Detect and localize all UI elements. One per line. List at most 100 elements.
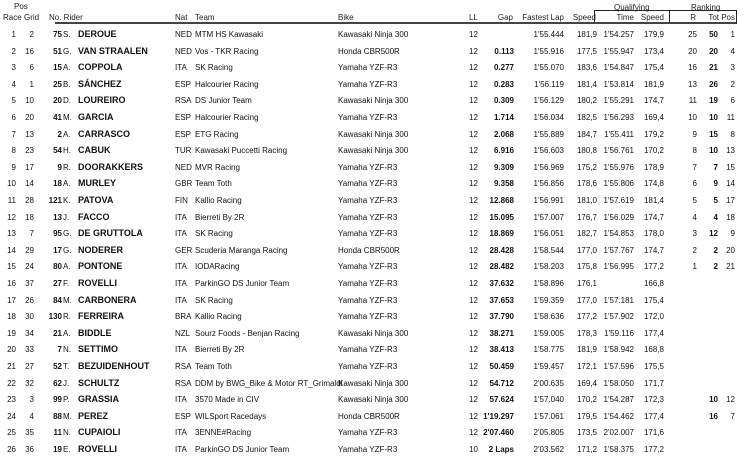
race-pos: 10 <box>7 179 16 189</box>
table-row: 17 26 84 M. CARBONERA ITA SK Racing Yamaha YZF-… <box>0 295 752 313</box>
rider-name: PEREZ <box>78 410 109 421</box>
table-row: 3 6 15 A. COPPOLA ITA SK Racing Yamaha YZF-R3 12… <box>0 62 752 80</box>
rider-initial: F. <box>63 279 70 288</box>
table-row: 18 30 130 R. FERREIRA BRA Kallio Racing Yamaha … <box>0 311 752 329</box>
team: ParkinGO DS Junior Team <box>195 279 290 288</box>
ranking-pos: 9 <box>730 229 735 239</box>
rider-name: CARBONERA <box>78 294 137 305</box>
header-pos: Pos <box>721 13 735 22</box>
rider-number: 75 <box>53 30 62 39</box>
grid-pos: 3 <box>29 395 34 405</box>
laps: 12 <box>469 129 478 139</box>
speed: 176,1 <box>576 279 597 288</box>
table-row: 14 29 17 G. NODERER GER Scuderia Maranga Racin… <box>0 245 752 263</box>
speed: 181,0 <box>576 196 597 205</box>
rider-name: GRASSIA <box>78 394 120 405</box>
rider-initial: A. <box>63 129 71 139</box>
team: MVR Racing <box>195 162 240 172</box>
laps: 12 <box>469 79 478 89</box>
rider-name: GARCIA <box>78 112 114 122</box>
qualifying-speed: 172,0 <box>643 312 664 322</box>
grid-pos: 27 <box>25 362 34 371</box>
nationality: ITA <box>175 345 187 355</box>
rider-initial: A. <box>63 63 71 73</box>
table-row: 5 10 20 D. LOUREIRO RSA DS Junior Team Kawasaki… <box>0 95 752 113</box>
nationality: RSA <box>175 378 192 388</box>
rider-initial: S. <box>63 30 71 39</box>
race-pos: 9 <box>11 162 16 172</box>
gap: 54.712 <box>489 378 514 388</box>
table-row: 1 2 75 S. DEROUE NED MTM HS Kawasaki Kawasaki N… <box>0 29 752 47</box>
laps: 12 <box>469 229 478 239</box>
header-fastest-lap: Fastest Lap <box>522 13 564 22</box>
qualifying-speed: 174,7 <box>643 212 664 222</box>
rider-initial: M. <box>63 113 72 122</box>
nationality: ITA <box>175 445 187 454</box>
fastest-lap: 1'57.040 <box>533 395 564 405</box>
gap: 6.916 <box>493 146 514 156</box>
qualifying-time: 1'55.291 <box>603 96 634 106</box>
gap: 0.283 <box>493 79 514 89</box>
rider-name: CABUK <box>78 145 111 156</box>
rider-initial: M. <box>63 295 72 305</box>
grid-pos: 4 <box>29 411 34 421</box>
rider-initial: J. <box>63 212 70 222</box>
speed: 169,4 <box>576 378 597 388</box>
race-pos: 21 <box>7 362 16 371</box>
qualifying-time: 1'54.847 <box>603 63 634 73</box>
ranking-pos: 13 <box>726 146 735 156</box>
gap: 12.868 <box>489 196 514 205</box>
rider-number: 27 <box>53 279 62 288</box>
fastest-lap: 1'55.889 <box>533 129 564 139</box>
header-gap: Gap <box>497 13 513 22</box>
qualifying-time: 1'55.806 <box>603 179 634 189</box>
bike: Yamaha YZF-R3 <box>338 113 398 122</box>
gap: 2 Laps <box>488 445 514 454</box>
race-pos: 11 <box>7 196 16 205</box>
gap: 37.632 <box>489 279 514 288</box>
nationality: BRA <box>175 312 192 322</box>
nationality: GBR <box>175 179 193 189</box>
race-pos: 15 <box>7 262 16 272</box>
team: Team Toth <box>195 362 232 371</box>
ranking-points: 10 <box>688 113 697 122</box>
grid-pos: 10 <box>25 96 34 106</box>
grid-pos: 34 <box>25 328 34 338</box>
bike: Kawasaki Ninja 300 <box>338 30 409 39</box>
ranking-total: 16 <box>709 411 718 421</box>
speed: 183,6 <box>576 63 597 73</box>
table-row: 16 37 27 F. ROVELLI ITA ParkinGO DS Junior Tea… <box>0 278 752 296</box>
rider-number: 21 <box>53 328 62 338</box>
ranking-points: 1 <box>692 262 697 272</box>
grid-pos: 7 <box>29 229 34 239</box>
ranking-total: 2 <box>713 262 718 272</box>
table-row: 19 34 21 A. BIDDLE NZL Sourz Foods - Benjan Ra… <box>0 328 752 346</box>
rider-name: NODERER <box>78 244 124 255</box>
fastest-lap: 2'03.562 <box>533 445 564 454</box>
bike: Yamaha YZF-R3 <box>338 196 398 205</box>
bike: Yamaha YZF-R3 <box>338 262 398 272</box>
ranking-pos: 4 <box>730 46 735 56</box>
qualifying-time: 1'55.411 <box>604 129 634 139</box>
qualifying-time: 1'54.287 <box>603 395 634 405</box>
fastest-lap: 1'58.636 <box>533 312 564 322</box>
laps: 12 <box>469 295 478 305</box>
rider-number: 95 <box>53 229 62 239</box>
gap: 9.358 <box>493 179 514 189</box>
nationality: ITA <box>175 428 187 438</box>
fastest-lap: 1'56.051 <box>533 229 564 239</box>
rider-number: 88 <box>53 411 62 421</box>
laps: 12 <box>469 245 478 255</box>
ranking-pos: 8 <box>730 129 735 139</box>
gap: 9.309 <box>493 162 514 172</box>
race-pos: 6 <box>11 113 16 122</box>
rider-initial: N. <box>63 345 71 355</box>
qualifying-time: 1'53.814 <box>603 79 634 89</box>
team: IODARacing <box>195 262 240 272</box>
ranking-pos: 11 <box>726 113 735 122</box>
rider-name: FERREIRA <box>78 311 125 322</box>
rider-number: 13 <box>53 212 62 222</box>
laps: 12 <box>469 212 478 222</box>
qualifying-time: 1'55.976 <box>603 162 634 172</box>
ranking-pos: 17 <box>726 196 735 205</box>
